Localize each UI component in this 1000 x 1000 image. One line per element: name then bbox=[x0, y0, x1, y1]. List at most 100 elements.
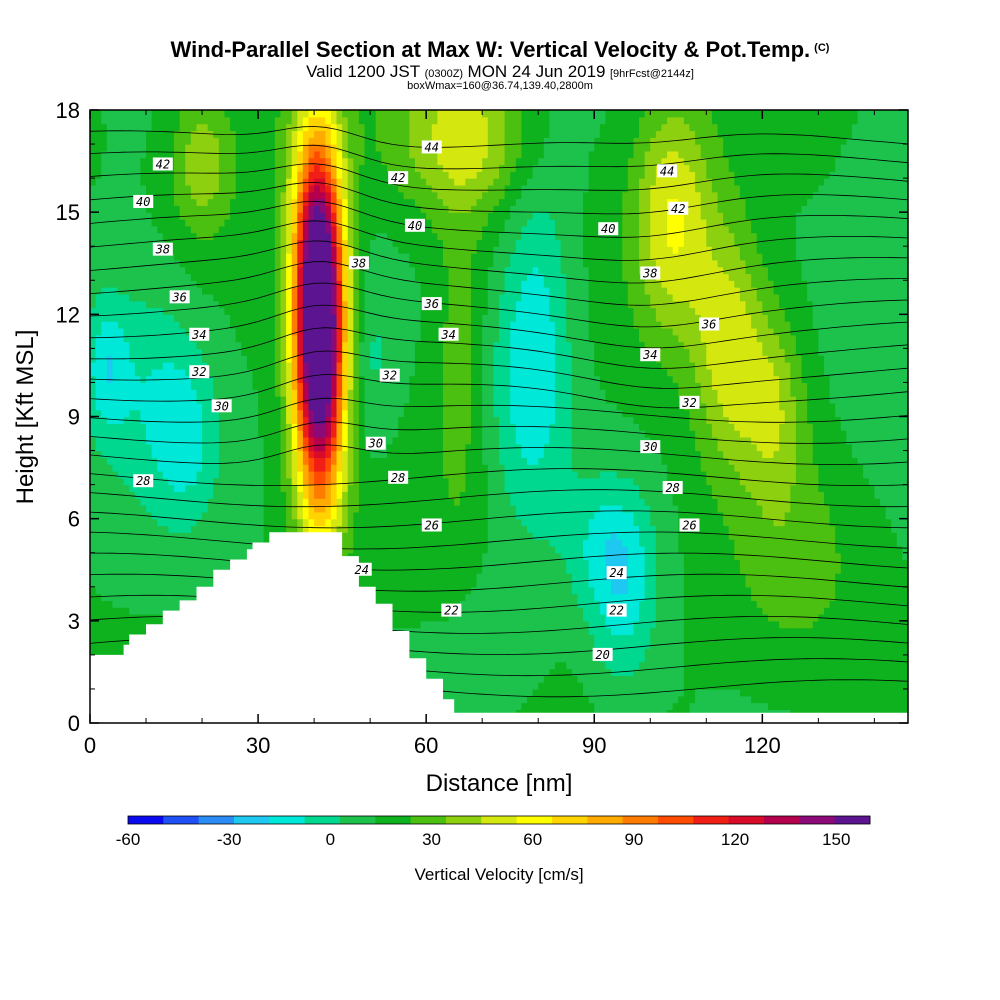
velocity-cell bbox=[218, 212, 226, 220]
velocity-cell bbox=[319, 375, 326, 384]
velocity-cell bbox=[157, 586, 164, 595]
velocity-cell bbox=[263, 123, 270, 132]
velocity-cell bbox=[358, 430, 366, 438]
velocity-cell bbox=[274, 184, 282, 193]
velocity-cell bbox=[291, 450, 298, 458]
velocity-cell bbox=[319, 416, 326, 424]
velocity-cell bbox=[325, 123, 332, 132]
velocity-cell bbox=[269, 416, 276, 424]
velocity-cell bbox=[314, 382, 321, 390]
velocity-cell bbox=[297, 300, 304, 309]
velocity-cell bbox=[118, 552, 125, 561]
velocity-cell bbox=[381, 573, 388, 581]
velocity-cell bbox=[118, 300, 125, 309]
velocity-cell bbox=[95, 593, 102, 601]
velocity-cell bbox=[353, 321, 360, 329]
velocity-cell bbox=[302, 396, 310, 404]
velocity-cell bbox=[174, 586, 181, 595]
velocity-cell bbox=[196, 552, 203, 561]
velocity-cell bbox=[336, 116, 343, 125]
velocity-cell bbox=[336, 416, 343, 424]
velocity-cell bbox=[252, 144, 259, 152]
velocity-cell bbox=[140, 579, 147, 588]
velocity-cell bbox=[112, 246, 119, 254]
velocity-cell bbox=[336, 470, 343, 479]
velocity-cell bbox=[207, 137, 214, 145]
velocity-cell bbox=[353, 511, 360, 520]
velocity-cell bbox=[241, 191, 248, 200]
velocity-cell bbox=[258, 307, 265, 315]
velocity-cell bbox=[207, 246, 214, 254]
velocity-cell bbox=[118, 484, 125, 493]
velocity-cell bbox=[314, 293, 321, 302]
velocity-cell bbox=[274, 137, 282, 145]
velocity-cell bbox=[101, 511, 108, 520]
velocity-cell bbox=[95, 368, 102, 377]
velocity-cell bbox=[381, 150, 388, 159]
velocity-cell bbox=[314, 464, 321, 472]
velocity-cell bbox=[140, 518, 147, 527]
velocity-cell bbox=[185, 191, 192, 200]
velocity-cell bbox=[224, 198, 231, 206]
velocity-cell bbox=[235, 436, 242, 445]
velocity-cell bbox=[398, 552, 405, 561]
velocity-cell bbox=[235, 443, 242, 452]
velocity-cell bbox=[291, 443, 298, 452]
velocity-cell bbox=[123, 137, 130, 145]
velocity-cell bbox=[353, 375, 360, 384]
velocity-cell bbox=[274, 178, 282, 186]
velocity-cell bbox=[235, 518, 242, 527]
velocity-cell bbox=[280, 470, 287, 479]
velocity-cell bbox=[134, 178, 142, 186]
velocity-cell bbox=[134, 382, 142, 390]
velocity-cell bbox=[123, 430, 130, 438]
velocity-cell bbox=[246, 368, 254, 377]
velocity-cell bbox=[134, 573, 142, 581]
velocity-cell bbox=[314, 259, 321, 268]
velocity-cell bbox=[230, 293, 237, 302]
velocity-cell bbox=[263, 150, 270, 159]
velocity-cell bbox=[196, 443, 203, 452]
velocity-cell bbox=[213, 273, 220, 281]
velocity-cell bbox=[151, 545, 158, 554]
velocity-cell bbox=[291, 464, 298, 472]
velocity-cell bbox=[157, 573, 164, 581]
velocity-cell bbox=[118, 157, 125, 166]
velocity-cell bbox=[269, 389, 276, 397]
velocity-cell bbox=[218, 341, 226, 349]
velocity-cell bbox=[358, 280, 366, 288]
velocity-cell bbox=[95, 518, 102, 527]
velocity-cell bbox=[252, 505, 259, 513]
velocity-cell bbox=[353, 191, 360, 200]
velocity-cell bbox=[330, 184, 338, 193]
velocity-cell bbox=[375, 491, 382, 499]
velocity-cell bbox=[190, 191, 198, 200]
velocity-cell bbox=[286, 375, 293, 384]
velocity-cell bbox=[308, 246, 315, 254]
velocity-cell bbox=[118, 232, 125, 241]
velocity-cell bbox=[129, 525, 136, 533]
velocity-cell bbox=[185, 586, 192, 595]
velocity-cell bbox=[174, 430, 181, 438]
velocity-cell bbox=[190, 232, 198, 241]
velocity-cell bbox=[308, 259, 315, 268]
velocity-cell bbox=[168, 566, 175, 574]
velocity-cell bbox=[112, 593, 119, 601]
velocity-cell bbox=[370, 314, 377, 322]
velocity-cell bbox=[302, 157, 310, 166]
velocity-cell bbox=[168, 402, 175, 411]
velocity-cell bbox=[358, 464, 366, 472]
velocity-cell bbox=[364, 184, 371, 193]
velocity-cell bbox=[157, 491, 164, 499]
velocity-cell bbox=[151, 498, 158, 506]
velocity-cell bbox=[381, 457, 388, 465]
velocity-cell bbox=[162, 436, 170, 445]
velocity-cell bbox=[129, 627, 136, 636]
velocity-cell bbox=[129, 552, 136, 561]
velocity-cell bbox=[235, 218, 242, 227]
velocity-cell bbox=[358, 416, 366, 424]
velocity-cell bbox=[146, 280, 153, 288]
velocity-cell bbox=[386, 130, 394, 138]
velocity-cell bbox=[129, 620, 136, 629]
velocity-cell bbox=[157, 477, 164, 486]
